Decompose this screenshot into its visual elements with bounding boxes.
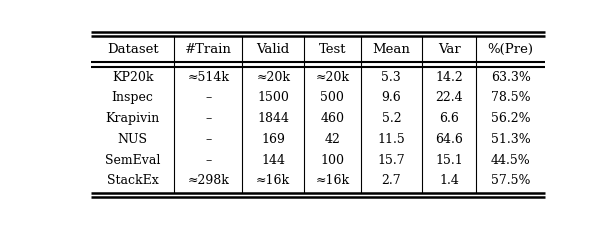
Text: 5.2: 5.2 — [381, 112, 401, 125]
Text: ≈20k: ≈20k — [256, 71, 290, 83]
Text: 169: 169 — [261, 133, 285, 146]
Text: 144: 144 — [261, 154, 285, 167]
Text: 64.6: 64.6 — [436, 133, 463, 146]
Text: 100: 100 — [320, 154, 344, 167]
Text: ≈514k: ≈514k — [187, 71, 229, 83]
Text: 56.2%: 56.2% — [491, 112, 530, 125]
Text: 9.6: 9.6 — [381, 91, 401, 104]
Text: NUS: NUS — [118, 133, 148, 146]
Text: Inspec: Inspec — [111, 91, 153, 104]
Text: Valid: Valid — [257, 43, 290, 56]
Text: KP20k: KP20k — [112, 71, 153, 83]
Text: ≈20k: ≈20k — [315, 71, 349, 83]
Text: 44.5%: 44.5% — [491, 154, 530, 167]
Text: 78.5%: 78.5% — [491, 91, 530, 104]
Text: 500: 500 — [320, 91, 344, 104]
Text: –: – — [205, 91, 211, 104]
Text: 22.4: 22.4 — [436, 91, 463, 104]
Text: 57.5%: 57.5% — [491, 174, 530, 187]
Text: 15.1: 15.1 — [436, 154, 463, 167]
Text: 460: 460 — [320, 112, 344, 125]
Text: –: – — [205, 112, 211, 125]
Text: 15.7: 15.7 — [378, 154, 405, 167]
Text: Mean: Mean — [373, 43, 410, 56]
Text: 1.4: 1.4 — [439, 174, 459, 187]
Text: Krapivin: Krapivin — [105, 112, 160, 125]
Text: StackEx: StackEx — [107, 174, 158, 187]
Text: 1844: 1844 — [257, 112, 289, 125]
Text: #Train: #Train — [185, 43, 232, 56]
Text: 51.3%: 51.3% — [491, 133, 530, 146]
Text: 5.3: 5.3 — [381, 71, 401, 83]
Text: 42: 42 — [324, 133, 340, 146]
Text: –: – — [205, 154, 211, 167]
Text: 2.7: 2.7 — [381, 174, 401, 187]
Text: 14.2: 14.2 — [436, 71, 463, 83]
Text: ≈16k: ≈16k — [256, 174, 290, 187]
Text: SemEval: SemEval — [105, 154, 160, 167]
Text: 6.6: 6.6 — [439, 112, 459, 125]
Text: Test: Test — [318, 43, 346, 56]
Text: Var: Var — [438, 43, 461, 56]
Text: ≈298k: ≈298k — [187, 174, 229, 187]
Text: ≈16k: ≈16k — [315, 174, 349, 187]
Text: Dataset: Dataset — [107, 43, 158, 56]
Text: %(Pre): %(Pre) — [488, 43, 533, 56]
Text: 63.3%: 63.3% — [491, 71, 530, 83]
Text: –: – — [205, 133, 211, 146]
Text: 11.5: 11.5 — [378, 133, 405, 146]
Text: 1500: 1500 — [257, 91, 289, 104]
